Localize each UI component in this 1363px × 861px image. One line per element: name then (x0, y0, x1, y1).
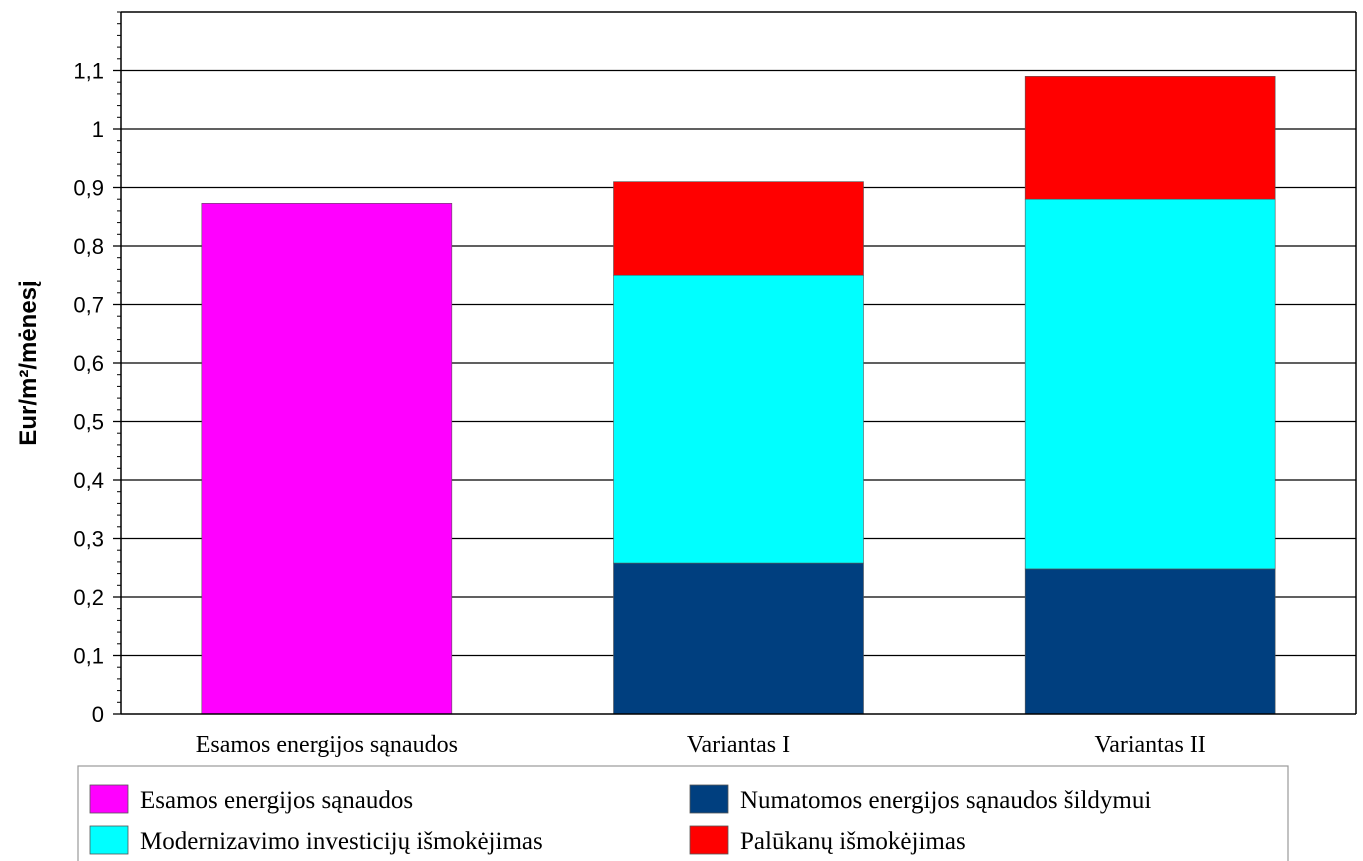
y-tick-label: 0,9 (73, 176, 104, 201)
x-category-label: Variantas II (1095, 732, 1206, 758)
bar-segment (1024, 568, 1276, 715)
legend-swatch (689, 825, 729, 855)
y-tick-label: 0,4 (73, 468, 104, 493)
bar-segment (1024, 76, 1276, 200)
y-tick-label: 0,8 (73, 234, 104, 259)
legend-label: Modernizavimo investicijų išmokėjimas (140, 828, 543, 855)
y-tick-label: 0 (92, 702, 104, 727)
legend-label: Esamos energijos sąnaudos (140, 787, 413, 814)
y-axis-title: Eur/m²/mėnesį (15, 280, 42, 445)
y-tick-label: 0,2 (73, 585, 104, 610)
y-tick-label: 1,1 (73, 59, 104, 84)
legend-swatch (89, 825, 129, 855)
y-tick-label: 0,7 (73, 293, 104, 318)
x-category-label: Esamos energijos sąnaudos (196, 732, 458, 758)
x-category-label: Variantas I (687, 732, 790, 758)
legend-label: Numatomos energijos sąnaudos šildymui (740, 787, 1151, 814)
bar-segment (1024, 198, 1276, 570)
y-tick-label: 0,3 (73, 527, 104, 552)
bar-segment (201, 202, 453, 715)
legend-box (77, 765, 1289, 861)
bar-segment (613, 181, 864, 276)
y-tick-label: 0,6 (73, 351, 104, 376)
legend: Esamos energijos sąnaudos Numatomos energ… (77, 765, 1289, 861)
bar-segment (613, 274, 864, 564)
y-tick-label: 0,1 (73, 644, 104, 669)
legend-swatch (689, 784, 729, 814)
y-tick-label: 0,5 (73, 410, 104, 435)
bar-segment (613, 562, 864, 715)
bars (201, 76, 1276, 715)
legend-label: Palūkanų išmokėjimas (740, 828, 966, 855)
y-axis-ticks: 0 0,1 0,2 0,3 0,4 0,5 0,6 0,7 0,8 0,9 1 1,1 (73, 11, 121, 727)
legend-swatch (89, 784, 129, 814)
y-tick-label: 1 (92, 117, 104, 142)
